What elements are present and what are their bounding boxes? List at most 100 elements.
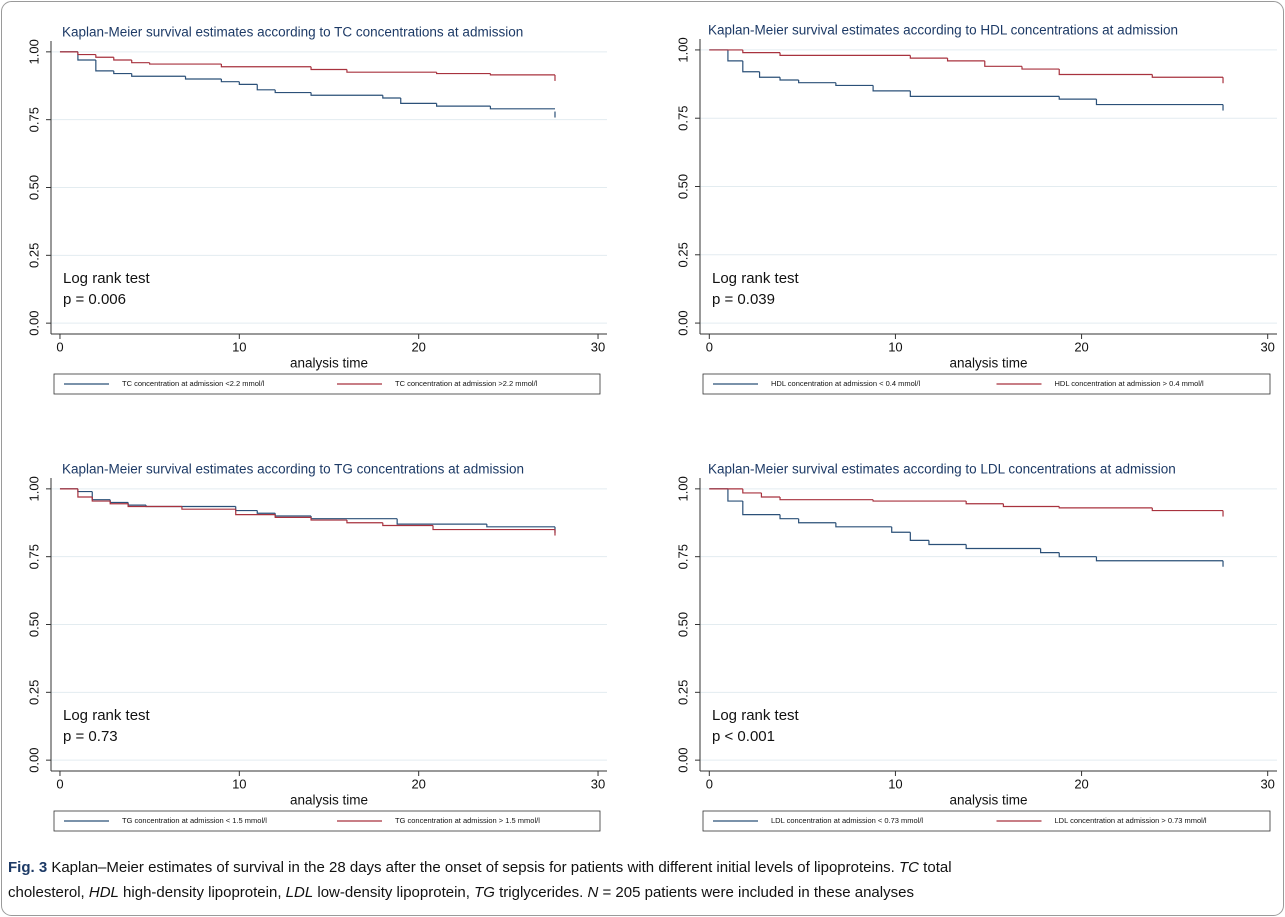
survival-step: [95, 59, 114, 72]
x-tick-label: 10: [232, 776, 246, 791]
y-tick-label: 0.50: [26, 612, 41, 637]
survival-step: [184, 76, 222, 80]
survival-step: [984, 60, 1022, 67]
y-tick-label: 0.00: [675, 747, 690, 772]
survival-step: [742, 49, 781, 54]
survival-step: [346, 69, 437, 73]
survival-step: [113, 57, 132, 61]
survival-step: [131, 59, 150, 64]
survival-step: [798, 518, 836, 524]
y-tick-label: 0.00: [26, 747, 41, 772]
legend-label: LDL concentration at admission > 0.73 mm…: [1055, 816, 1207, 825]
survival-step: [1058, 96, 1097, 100]
survival-step: [131, 73, 186, 77]
x-axis-label: analysis time: [290, 793, 368, 808]
caption-text: cholesterol,: [8, 884, 89, 901]
x-tick-label: 10: [888, 339, 902, 354]
survival-step: [109, 499, 129, 504]
annotation: Log rank test: [712, 270, 800, 287]
survival-step: [256, 510, 276, 514]
survival-step: [1151, 507, 1224, 512]
survival-step: [1095, 556, 1224, 562]
caption-text: triglycerides.: [495, 884, 588, 901]
survival-step: [1095, 99, 1224, 106]
x-tick-label: 20: [1074, 339, 1088, 354]
survival-step: [779, 514, 799, 520]
survival-step: [835, 522, 892, 528]
annotation: Log rank test: [63, 270, 151, 287]
y-tick-label: 1.00: [26, 39, 41, 64]
caption-text: = 205 patients were included in these an…: [598, 884, 914, 901]
legend-label: TG concentration at admission > 1.5 mmol…: [395, 816, 540, 825]
x-axis-label: analysis time: [949, 356, 1027, 371]
chart-title: Kaplan-Meier survival estimates accordin…: [62, 25, 523, 40]
x-tick-label: 0: [706, 776, 713, 791]
caption-line: Fig. 3 Kaplan–Meier estimates of surviva…: [8, 859, 952, 876]
survival-step: [91, 496, 111, 502]
caption-text: high-density lipoprotein,: [119, 884, 286, 901]
survival-step: [909, 532, 929, 541]
survival-step: [127, 502, 147, 506]
chart-title: Kaplan-Meier survival estimates accordin…: [62, 462, 524, 477]
legend-box: [702, 373, 1271, 395]
x-tick-label: 20: [411, 776, 425, 791]
legend-label: HDL concentration at admission > 0.4 mmo…: [1055, 379, 1204, 388]
survival-step: [220, 64, 312, 68]
y-tick-label: 1.00: [675, 37, 690, 62]
y-tick-label: 0.75: [675, 106, 690, 131]
survival-step: [909, 55, 948, 59]
caption-text: TC: [899, 859, 919, 876]
survival-step: [95, 54, 114, 58]
survival-step: [779, 52, 911, 56]
x-tick-label: 30: [591, 776, 605, 791]
annotation: p = 0.039: [712, 291, 775, 308]
x-tick-label: 10: [888, 776, 902, 791]
caption-text: LDL: [286, 884, 314, 901]
survival-step: [436, 103, 491, 107]
survival-step: [382, 522, 434, 527]
survival-step: [727, 488, 743, 502]
survival-step: [928, 540, 967, 546]
annotation: Log rank test: [63, 707, 151, 724]
caption-text: HDL: [89, 884, 119, 901]
survival-step: [779, 496, 874, 501]
survival-step: [109, 501, 129, 505]
survival-step: [489, 106, 555, 110]
survival-step: [235, 509, 276, 516]
survival-step: [77, 51, 96, 61]
survival-step: [274, 513, 312, 517]
survival-step: [1021, 66, 1060, 70]
survival-step: [274, 514, 312, 518]
survival-step: [742, 501, 781, 516]
annotation: p = 0.006: [63, 291, 126, 308]
survival-step: [382, 95, 401, 99]
survival-step: [256, 84, 276, 91]
legend-label: TC concentration at admission <2.2 mmol/…: [122, 379, 265, 388]
legend-label: TG concentration at admission < 1.5 mmol…: [122, 816, 267, 825]
caption-text: N: [587, 884, 598, 901]
annotation: p = 0.73: [63, 728, 118, 745]
survival-step: [149, 62, 222, 65]
y-tick-label: 0.25: [675, 680, 690, 705]
survival-step: [946, 58, 985, 62]
chart-title: Kaplan-Meier survival estimates accordin…: [708, 23, 1178, 38]
x-tick-label: 0: [56, 776, 63, 791]
survival-step: [346, 520, 383, 524]
legend-label: TC concentration at admission >2.2 mmol/…: [395, 379, 538, 388]
survival-step: [1040, 548, 1060, 554]
y-tick-label: 0.25: [26, 243, 41, 268]
survival-step: [779, 77, 799, 81]
survival-step: [238, 81, 258, 86]
y-tick-label: 0.50: [675, 174, 690, 199]
survival-step: [220, 78, 240, 83]
survival-step: [113, 70, 132, 75]
survival-step: [727, 49, 743, 62]
x-tick-label: 20: [1074, 776, 1088, 791]
chart-title: Kaplan-Meier survival estimates accordin…: [708, 462, 1176, 477]
survival-step: [965, 544, 1041, 550]
survival-step: [436, 72, 491, 75]
survival-step: [1002, 503, 1060, 508]
legend-box: [53, 373, 601, 395]
